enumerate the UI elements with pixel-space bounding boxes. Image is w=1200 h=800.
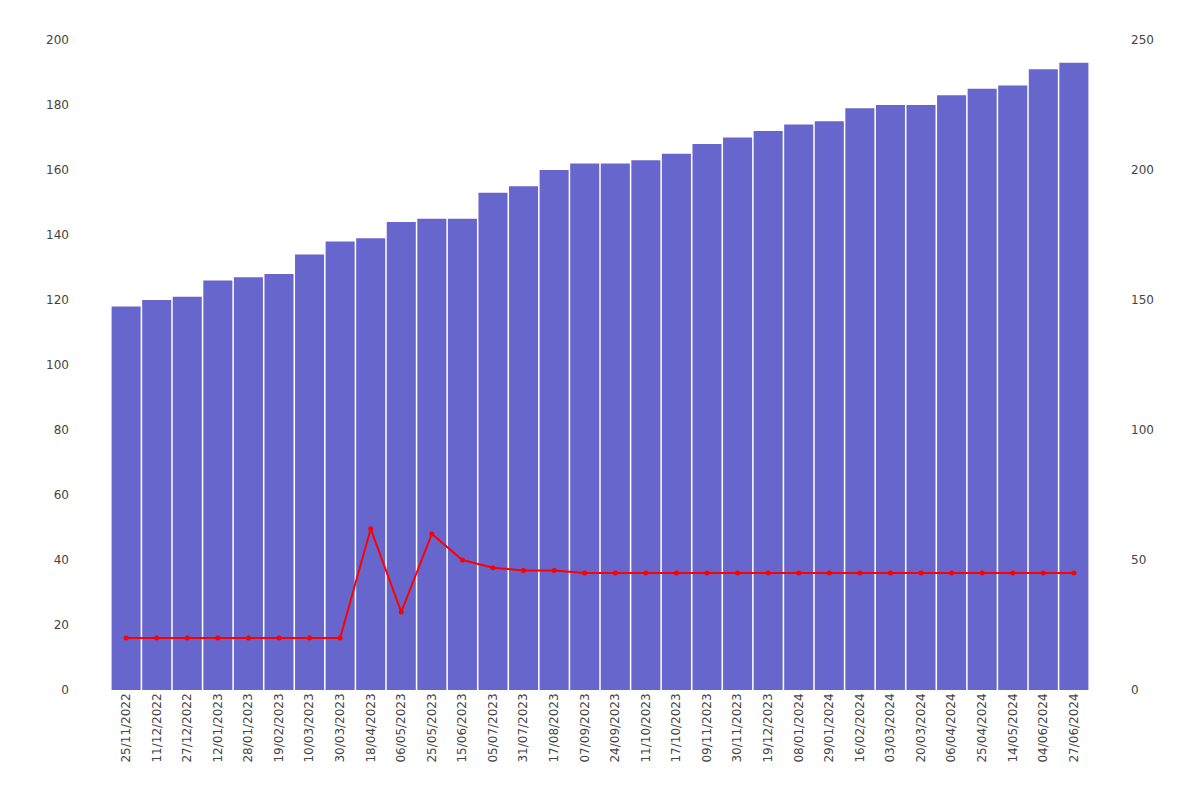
svg-text:17/10/2023: 17/10/2023	[669, 693, 683, 762]
svg-text:11/12/2022: 11/12/2022	[150, 693, 164, 762]
svg-text:160: 160	[46, 163, 69, 177]
svg-text:17/08/2023: 17/08/2023	[547, 693, 561, 762]
svg-text:25/05/2023: 25/05/2023	[425, 693, 439, 762]
svg-text:20/03/2024: 20/03/2024	[914, 693, 928, 762]
svg-text:20: 20	[54, 618, 69, 632]
svg-text:40: 40	[54, 553, 69, 567]
svg-text:06/04/2024: 06/04/2024	[944, 693, 958, 762]
svg-text:27/12/2022: 27/12/2022	[180, 693, 194, 762]
svg-text:80: 80	[54, 423, 69, 437]
svg-text:0: 0	[61, 683, 69, 697]
svg-text:12/01/2023: 12/01/2023	[211, 693, 225, 762]
svg-text:10/03/2023: 10/03/2023	[302, 693, 316, 762]
svg-text:180: 180	[46, 98, 69, 112]
svg-text:08/01/2024: 08/01/2024	[792, 693, 806, 762]
svg-text:0: 0	[1131, 683, 1139, 697]
svg-text:24/09/2023: 24/09/2023	[608, 693, 622, 762]
svg-text:30/11/2023: 30/11/2023	[730, 693, 744, 762]
svg-text:29/01/2024: 29/01/2024	[822, 693, 836, 762]
svg-text:60: 60	[54, 488, 69, 502]
svg-text:100: 100	[46, 358, 69, 372]
svg-text:25/11/2022: 25/11/2022	[119, 693, 133, 762]
svg-text:140: 140	[46, 228, 69, 242]
svg-text:120: 120	[46, 293, 69, 307]
svg-text:31/07/2023: 31/07/2023	[516, 693, 530, 762]
svg-text:18/04/2023: 18/04/2023	[364, 693, 378, 762]
svg-text:03/03/2024: 03/03/2024	[883, 693, 897, 762]
svg-text:19/02/2023: 19/02/2023	[272, 693, 286, 762]
svg-text:19/12/2023: 19/12/2023	[761, 693, 775, 762]
svg-text:200: 200	[46, 33, 69, 47]
svg-text:04/06/2024: 04/06/2024	[1036, 693, 1050, 762]
svg-text:14/05/2024: 14/05/2024	[1006, 693, 1020, 762]
svg-text:150: 150	[1131, 293, 1154, 307]
svg-text:30/03/2023: 30/03/2023	[333, 693, 347, 762]
svg-text:27/06/2024: 27/06/2024	[1067, 693, 1081, 762]
svg-text:28/01/2023: 28/01/2023	[241, 693, 255, 762]
svg-text:07/09/2023: 07/09/2023	[578, 693, 592, 762]
svg-text:100: 100	[1131, 423, 1154, 437]
svg-text:200: 200	[1131, 163, 1154, 177]
svg-text:25/04/2024: 25/04/2024	[975, 693, 989, 762]
svg-text:15/06/2023: 15/06/2023	[455, 693, 469, 762]
svg-text:16/02/2024: 16/02/2024	[853, 693, 867, 762]
svg-text:250: 250	[1131, 33, 1154, 47]
svg-text:50: 50	[1131, 553, 1146, 567]
svg-text:11/10/2023: 11/10/2023	[639, 693, 653, 762]
svg-text:05/07/2023: 05/07/2023	[486, 693, 500, 762]
svg-text:09/11/2023: 09/11/2023	[700, 693, 714, 762]
svg-text:06/05/2023: 06/05/2023	[394, 693, 408, 762]
